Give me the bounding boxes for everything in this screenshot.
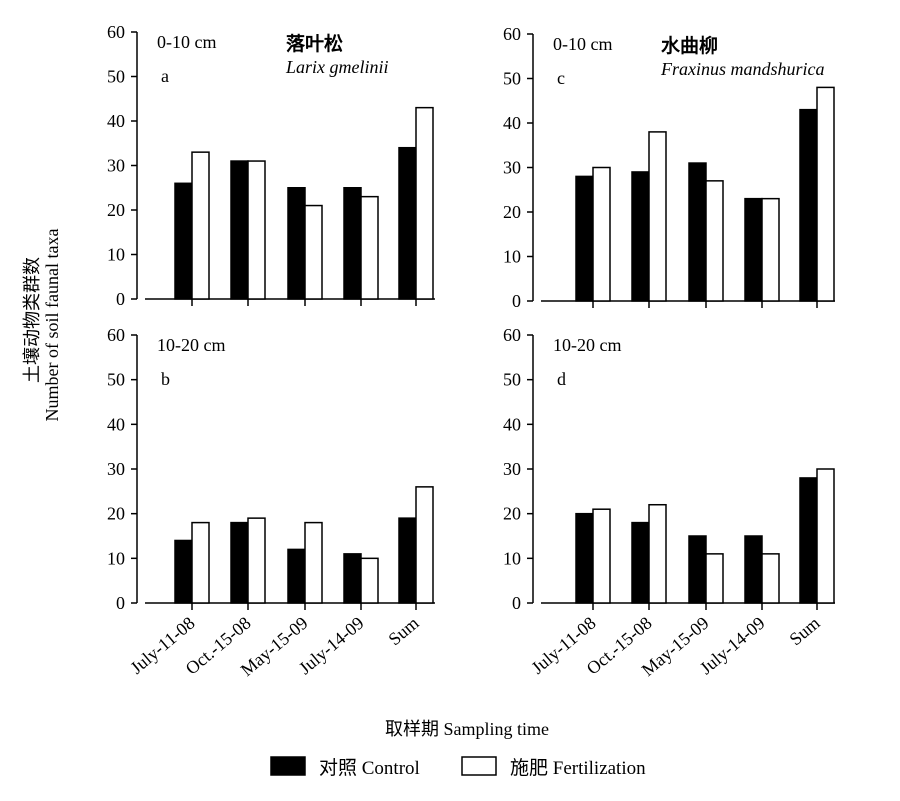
bar-control [230, 160, 249, 300]
bar-control [799, 477, 818, 604]
y-tick-label: 10 [503, 548, 521, 568]
y-tick-label: 0 [512, 593, 521, 613]
y-tick-label: 60 [107, 325, 125, 345]
bar-control [799, 108, 818, 302]
bar-fertilization [816, 86, 835, 302]
panel-title-cn: 水曲柳 [661, 34, 718, 57]
bar-fertilization [247, 160, 266, 300]
y-tick-label: 20 [107, 504, 125, 524]
panel-letter: c [557, 68, 565, 88]
bar-fertilization [304, 521, 323, 604]
bar-fertilization [816, 468, 835, 604]
panel-depth-label: 0-10 cm [157, 32, 216, 52]
bar-fertilization [191, 521, 210, 604]
bar-control [631, 521, 650, 604]
x-category-label: Sum [785, 613, 823, 650]
panel-depth-label: 10-20 cm [553, 335, 621, 355]
y-tick-label: 60 [503, 325, 521, 345]
y-tick-label: 30 [503, 459, 521, 479]
y-tick-label: 40 [503, 113, 521, 133]
y-tick-label: 50 [503, 370, 521, 390]
x-category-label: Sum [384, 613, 422, 650]
legend-swatch-fertilization [461, 756, 497, 776]
panel-b: 0102030405060July-11-08Oct.-15-08May-15-… [107, 325, 435, 680]
bar-control [343, 187, 362, 300]
y-tick-label: 50 [107, 370, 125, 390]
panel-letter: b [161, 369, 170, 389]
x-axis-title: 取样期 Sampling time [385, 719, 549, 739]
bar-fertilization [648, 503, 667, 604]
panel-title-cn: 落叶松 [286, 32, 343, 55]
y-tick-label: 20 [503, 202, 521, 222]
y-tick-label: 50 [107, 67, 125, 87]
bar-control [287, 548, 306, 604]
bar-fertilization [304, 204, 323, 300]
bar-control [744, 535, 763, 604]
panel-depth-label: 0-10 cm [553, 34, 612, 54]
y-tick-label: 60 [503, 24, 521, 44]
bar-fertilization [648, 131, 667, 302]
bar-fertilization [247, 517, 266, 604]
y-tick-label: 40 [107, 414, 125, 434]
bar-fertilization [360, 195, 379, 300]
bar-control [631, 171, 650, 302]
bar-control [398, 517, 417, 604]
bar-control [575, 175, 594, 302]
panel-d: 0102030405060July-11-08Oct.-15-08May-15-… [503, 325, 835, 680]
bar-fertilization [360, 557, 379, 604]
bar-fertilization [191, 151, 210, 300]
bar-fertilization [761, 197, 780, 302]
legend-label-fertilization: 施肥 Fertilization [510, 757, 646, 779]
bar-control [575, 512, 594, 604]
y-tick-label: 40 [503, 414, 521, 434]
bar-control [343, 553, 362, 604]
y-tick-label: 60 [107, 22, 125, 42]
panel-letter: d [557, 369, 566, 389]
bar-fertilization [705, 553, 724, 604]
y-tick-label: 0 [512, 291, 521, 311]
y-tick-label: 10 [107, 548, 125, 568]
y-tick-label: 30 [503, 158, 521, 178]
bar-control [174, 539, 193, 604]
bar-control [688, 162, 707, 302]
y-tick-label: 30 [107, 156, 125, 176]
bar-fertilization [415, 486, 434, 604]
y-tick-label: 50 [503, 69, 521, 89]
y-tick-label: 0 [116, 289, 125, 309]
bar-control [688, 535, 707, 604]
bar-fertilization [592, 508, 611, 604]
bar-fertilization [761, 553, 780, 604]
y-axis-title-en: Number of soil faunal taxa [42, 229, 62, 422]
bar-control [287, 187, 306, 300]
legend-swatch-control [270, 756, 306, 776]
y-tick-label: 20 [107, 200, 125, 220]
bar-control [230, 521, 249, 604]
y-tick-label: 0 [116, 593, 125, 613]
legend: 对照 Control 施肥 Fertilization [270, 756, 646, 779]
bar-control [744, 197, 763, 302]
legend-label-control: 对照 Control [319, 757, 420, 779]
y-tick-label: 30 [107, 459, 125, 479]
bar-fertilization [592, 166, 611, 302]
bar-control [398, 146, 417, 300]
y-axis-title-cn: 土壤动物类群数 [22, 257, 42, 383]
panel-title-sci: Larix gmelinii [285, 57, 389, 77]
bar-control [174, 182, 193, 300]
y-tick-label: 10 [107, 245, 125, 265]
bar-fertilization [415, 106, 434, 300]
bar-fertilization [705, 180, 724, 302]
y-tick-label: 10 [503, 247, 521, 267]
panel-letter: a [161, 66, 169, 86]
y-tick-label: 20 [503, 504, 521, 524]
panel-title-sci: Fraxinus mandshurica [660, 59, 825, 79]
y-tick-label: 40 [107, 111, 125, 131]
panel-depth-label: 10-20 cm [157, 335, 225, 355]
